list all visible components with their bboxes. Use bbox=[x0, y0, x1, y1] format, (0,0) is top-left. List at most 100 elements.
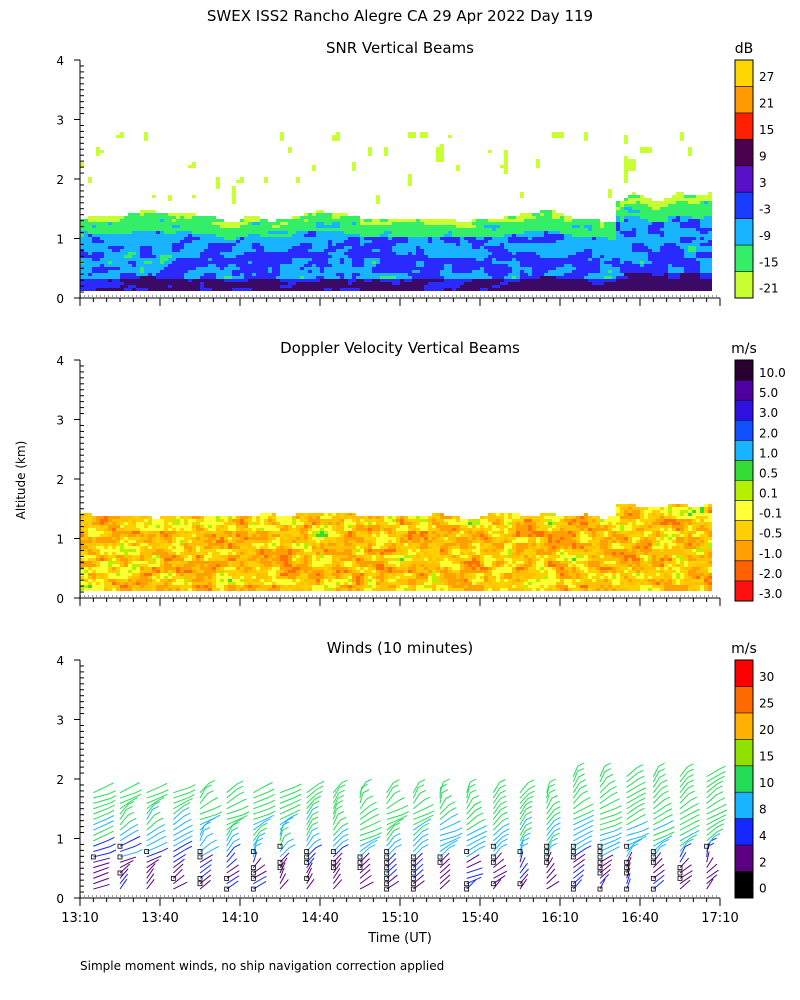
snr-cell bbox=[572, 267, 576, 270]
snr-cell bbox=[616, 201, 620, 204]
snr-cell bbox=[204, 228, 208, 231]
snr-cell bbox=[652, 261, 656, 264]
snr-cell bbox=[476, 252, 480, 255]
snr-cell bbox=[500, 267, 504, 270]
snr-cell bbox=[444, 243, 448, 246]
snr-cell bbox=[572, 264, 576, 267]
snr-cell bbox=[656, 267, 660, 270]
snr-cell bbox=[668, 228, 672, 231]
snr-cell bbox=[692, 285, 696, 288]
doppler-cell bbox=[140, 567, 144, 570]
snr-cell bbox=[492, 225, 496, 228]
snr-cell bbox=[116, 135, 120, 138]
snr-cell bbox=[628, 282, 632, 285]
snr-cell bbox=[244, 237, 248, 240]
snr-cell bbox=[668, 282, 672, 285]
snr-cell bbox=[108, 267, 112, 270]
snr-cell bbox=[104, 237, 108, 240]
snr-cell bbox=[224, 267, 228, 270]
snr-cell bbox=[360, 285, 364, 288]
snr-cell bbox=[592, 222, 596, 225]
snr-cell bbox=[332, 285, 336, 288]
snr-cell bbox=[384, 240, 388, 243]
snr-cell bbox=[324, 261, 328, 264]
snr-cell bbox=[152, 237, 156, 240]
snr-cell bbox=[632, 207, 636, 210]
snr-cell bbox=[332, 222, 336, 225]
snr-cell bbox=[476, 240, 480, 243]
snr-cell bbox=[556, 228, 560, 231]
snr-cell bbox=[220, 267, 224, 270]
snr-cell bbox=[536, 213, 540, 216]
snr-cell bbox=[172, 243, 176, 246]
snr-cell bbox=[372, 225, 376, 228]
snr-cell bbox=[528, 285, 532, 288]
snr-cell bbox=[396, 261, 400, 264]
snr-cell bbox=[552, 216, 556, 219]
snr-cell bbox=[304, 246, 308, 249]
snr-cell bbox=[268, 249, 272, 252]
snr-cell bbox=[664, 252, 668, 255]
snr-cell bbox=[680, 210, 684, 213]
snr-cell bbox=[268, 222, 272, 225]
snr-cell bbox=[644, 255, 648, 258]
snr-cell bbox=[456, 237, 460, 240]
snr-cell bbox=[700, 264, 704, 267]
doppler-cell bbox=[104, 546, 108, 549]
snr-cell bbox=[168, 282, 172, 285]
snr-cell bbox=[692, 288, 696, 291]
snr-cell bbox=[252, 246, 256, 249]
snr-cell bbox=[524, 219, 528, 222]
snr-cell bbox=[660, 258, 664, 261]
snr-cell bbox=[108, 285, 112, 288]
snr-cell bbox=[192, 270, 196, 273]
snr-cell bbox=[468, 261, 472, 264]
snr-cell bbox=[552, 228, 556, 231]
snr-cell bbox=[540, 279, 544, 282]
snr-cell bbox=[648, 264, 652, 267]
snr-cell bbox=[688, 288, 692, 291]
snr-cell bbox=[312, 288, 316, 291]
snr-cell bbox=[564, 222, 568, 225]
snr-cell bbox=[176, 282, 180, 285]
snr-cell bbox=[332, 261, 336, 264]
doppler-cell bbox=[176, 516, 180, 519]
doppler-cell bbox=[104, 531, 108, 534]
doppler-cell bbox=[108, 519, 112, 522]
snr-cell bbox=[192, 231, 196, 234]
snr-cell bbox=[604, 261, 608, 264]
snr-cell bbox=[380, 270, 384, 273]
snr-cell bbox=[388, 237, 392, 240]
snr-cell bbox=[704, 237, 708, 240]
snr-cell bbox=[244, 231, 248, 234]
snr-cell bbox=[672, 216, 676, 219]
snr-cell bbox=[532, 237, 536, 240]
snr-cell bbox=[700, 210, 704, 213]
snr-cell bbox=[180, 243, 184, 246]
snr-cell bbox=[236, 249, 240, 252]
snr-cell bbox=[692, 231, 696, 234]
colorbar-label: -9 bbox=[759, 229, 771, 243]
snr-cell bbox=[436, 261, 440, 264]
snr-cell bbox=[272, 270, 276, 273]
snr-cell bbox=[480, 225, 484, 228]
snr-cell bbox=[92, 225, 96, 228]
snr-cell bbox=[584, 282, 588, 285]
snr-cell bbox=[316, 285, 320, 288]
snr-cell bbox=[448, 270, 452, 273]
snr-cell bbox=[600, 234, 604, 237]
snr-cell bbox=[164, 228, 168, 231]
doppler-cell bbox=[160, 564, 164, 567]
snr-cell bbox=[696, 195, 700, 198]
doppler-cell bbox=[88, 546, 92, 549]
snr-cell bbox=[496, 237, 500, 240]
snr-cell bbox=[508, 288, 512, 291]
snr-cell bbox=[420, 252, 424, 255]
doppler-cell bbox=[120, 582, 124, 585]
snr-cell bbox=[336, 288, 340, 291]
snr-cell bbox=[232, 189, 236, 192]
snr-cell bbox=[444, 234, 448, 237]
snr-cell bbox=[384, 258, 388, 261]
snr-cell bbox=[412, 252, 416, 255]
snr-cell bbox=[88, 267, 92, 270]
